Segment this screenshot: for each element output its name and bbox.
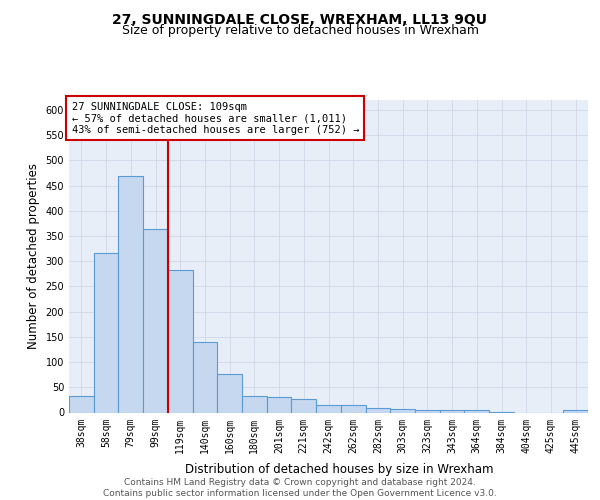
Bar [69,396,94,412]
Bar [365,408,390,412]
Bar [217,374,242,412]
Bar [143,228,168,412]
Bar [292,399,316,412]
Bar [464,410,489,412]
Bar [193,342,217,412]
Text: 27, SUNNINGDALE CLOSE, WREXHAM, LL13 9QU: 27, SUNNINGDALE CLOSE, WREXHAM, LL13 9QU [113,12,487,26]
Bar [390,409,415,412]
Bar [168,270,193,412]
Y-axis label: Number of detached properties: Number of detached properties [27,163,40,349]
Bar [440,410,464,412]
Text: 27 SUNNINGDALE CLOSE: 109sqm
← 57% of detached houses are smaller (1,011)
43% of: 27 SUNNINGDALE CLOSE: 109sqm ← 57% of de… [71,102,359,135]
Bar [242,396,267,412]
Bar [341,405,365,412]
Bar [563,410,588,412]
Bar [415,410,440,412]
Bar [94,252,118,412]
Bar [267,398,292,412]
Text: Distribution of detached houses by size in Wrexham: Distribution of detached houses by size … [185,462,493,475]
Bar [118,176,143,412]
Bar [316,405,341,412]
Text: Contains HM Land Registry data © Crown copyright and database right 2024.
Contai: Contains HM Land Registry data © Crown c… [103,478,497,498]
Text: Size of property relative to detached houses in Wrexham: Size of property relative to detached ho… [121,24,479,37]
